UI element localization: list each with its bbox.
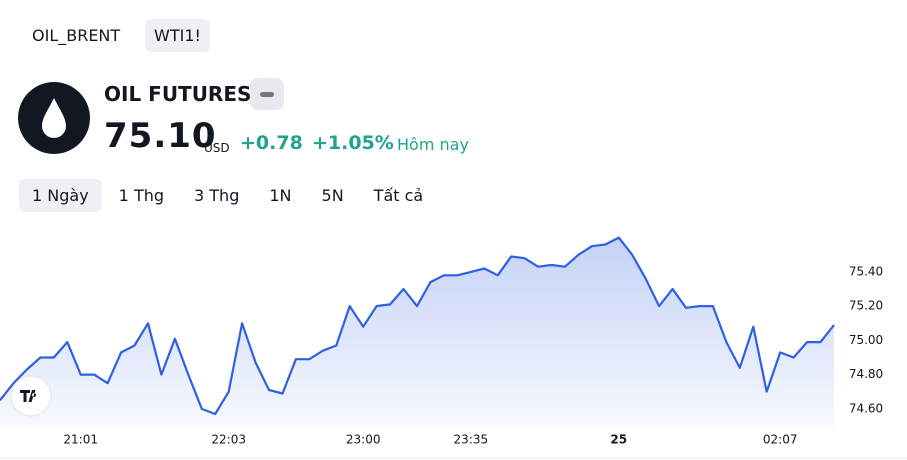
y-tick-label: 74.80 <box>849 367 883 381</box>
area <box>0 237 834 426</box>
x-tick-label: 23:35 <box>454 433 489 447</box>
range-button[interactable]: Tất cả <box>373 186 424 205</box>
range-button[interactable]: 1N <box>269 186 292 205</box>
tab[interactable]: WTI1! <box>145 19 210 52</box>
logo <box>18 82 90 154</box>
y-tick-label: 75.00 <box>849 333 883 347</box>
x-tick-label: 02:07 <box>763 433 798 447</box>
range-button[interactable]: 1 Thg <box>118 186 165 205</box>
symbol-name: OIL FUTURES <box>104 82 252 106</box>
price: 75.10 <box>104 116 217 156</box>
x-tick-label: 25 <box>610 433 627 447</box>
range-button[interactable]: 5N <box>321 186 344 205</box>
currency: USD <box>204 141 230 155</box>
change-percent: +1.05% <box>312 132 394 154</box>
x-tick-label: 22:03 <box>211 433 246 447</box>
y-tick-label: 74.60 <box>849 401 883 415</box>
range-button[interactable]: 3 Thg <box>194 186 240 205</box>
period: Hôm nay <box>397 135 469 154</box>
x-tick-label: 23:00 <box>346 433 381 447</box>
y-tick-label: 75.40 <box>849 264 883 278</box>
tv-logo[interactable] <box>10 375 52 417</box>
x-tick-label: 21:01 <box>63 433 98 447</box>
range-bar: 1 Ngày 1 Thg 3 Thg 1N 5N Tất cả <box>19 179 436 212</box>
change: +0.78 <box>240 132 303 154</box>
y-tick-label: 75.20 <box>849 299 883 313</box>
badge[interactable] <box>250 78 284 110</box>
range-button[interactable]: 1 Ngày <box>19 179 102 212</box>
line <box>0 236 835 416</box>
tab[interactable]: OIL_BRENT <box>32 26 121 45</box>
